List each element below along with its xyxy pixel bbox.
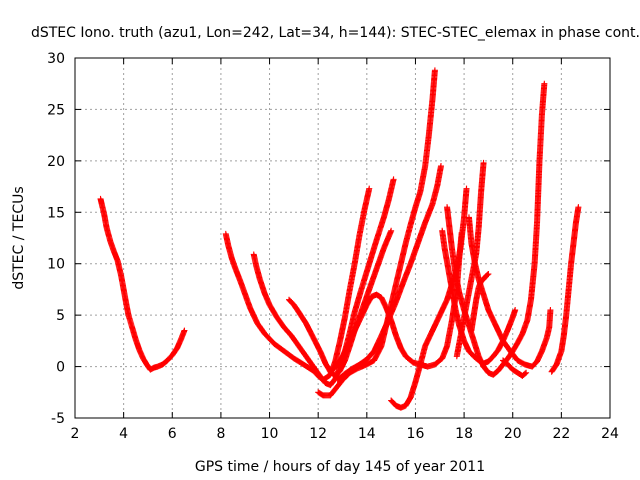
y-tick-label: 5	[56, 308, 65, 324]
y-tick-label: 30	[47, 51, 65, 67]
x-tick-label: 2	[71, 426, 80, 442]
x-tick-label: 22	[552, 426, 570, 442]
x-tick-label: 20	[504, 426, 522, 442]
data-point-marker	[388, 227, 395, 234]
data-point-marker	[366, 185, 373, 192]
data-point-marker	[547, 307, 554, 313]
plot-frame	[74, 57, 611, 419]
data-point-marker	[390, 176, 397, 183]
data-point-marker	[437, 163, 444, 169]
x-tick-label: 14	[358, 426, 376, 442]
x-tick-label: 18	[455, 426, 473, 442]
data-point-marker	[431, 67, 438, 74]
x-tick-label: 6	[168, 426, 177, 442]
data-point-marker	[522, 370, 529, 377]
x-tick-label: 16	[407, 426, 425, 442]
x-tick-label: 12	[309, 426, 327, 442]
data-point-marker	[484, 271, 491, 278]
series-14	[500, 357, 530, 379]
data-point-marker	[512, 307, 519, 313]
data-point-marker	[485, 271, 492, 277]
y-tick-label: 15	[47, 205, 65, 221]
x-tick-label: 24	[601, 426, 619, 442]
chart-grid	[75, 58, 610, 418]
series-13	[468, 271, 492, 334]
y-tick-label: 25	[47, 102, 65, 118]
data-point-marker	[575, 204, 582, 211]
y-tick-label: -5	[51, 411, 65, 427]
x-tick-label: 8	[216, 426, 225, 442]
series-1	[97, 195, 188, 373]
x-axis-label: GPS time / hours of day 145 of year 2011	[195, 459, 485, 475]
y-tick-label: 20	[47, 154, 65, 170]
y-tick-label: 10	[47, 257, 65, 273]
chart-title: dSTEC Iono. truth (azu1, Lon=242, Lat=34…	[31, 25, 640, 41]
x-tick-label: 10	[261, 426, 279, 442]
series-11	[453, 159, 487, 360]
y-tick-label: 0	[56, 360, 65, 376]
chart-marks	[97, 67, 582, 411]
x-tick-label: 4	[119, 426, 128, 442]
series-6	[334, 163, 444, 383]
series-15	[548, 204, 582, 375]
data-point-marker	[463, 185, 470, 192]
series-2	[222, 185, 373, 383]
y-axis-label: dSTEC / TECUs	[11, 186, 27, 289]
data-point-marker	[541, 80, 548, 87]
series-5	[315, 67, 438, 399]
data-point-marker	[523, 369, 530, 376]
data-point-marker	[480, 159, 487, 166]
data-point-marker	[181, 327, 188, 334]
